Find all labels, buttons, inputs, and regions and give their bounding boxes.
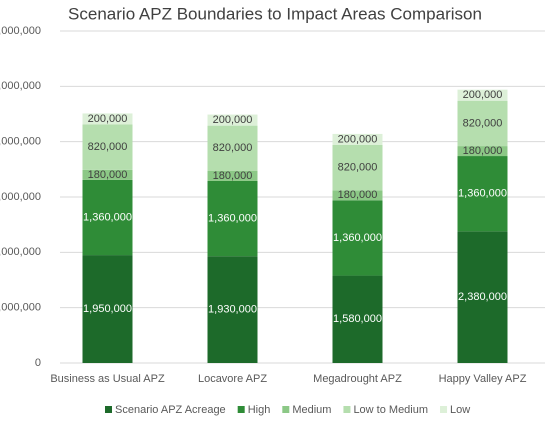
y-tick-label: 3,000,000 [0, 191, 41, 203]
y-tick-label: 2,000,000 [0, 246, 41, 258]
legend-swatch [282, 406, 290, 413]
bar-segment [82, 113, 133, 125]
y-tick-label: 1,000,000 [0, 302, 41, 314]
legend-swatch [105, 406, 112, 413]
bar-segment [457, 146, 508, 157]
x-tick-label: Locavore APZ [198, 373, 267, 385]
y-tick-label: 0 [35, 357, 41, 369]
bar-segment [207, 256, 258, 363]
data-label: 820,000 [463, 117, 503, 129]
bar-segment [82, 255, 133, 363]
data-label: 1,360,000 [83, 211, 132, 223]
bar-segment [457, 89, 508, 101]
data-label: 1,930,000 [208, 304, 257, 316]
bar-segment [332, 200, 383, 276]
y-tick-label: 6,000,000 [0, 25, 41, 37]
bar-segment [457, 100, 508, 147]
x-tick-label: Megadrought APZ [313, 373, 402, 385]
bar-segment [207, 170, 258, 181]
data-label: 1,360,000 [458, 188, 507, 200]
bar-segment [457, 156, 508, 232]
data-label: 820,000 [213, 142, 253, 154]
chart-title: Scenario APZ Boundaries to Impact Areas … [68, 4, 482, 23]
data-label: 2,380,000 [458, 291, 507, 303]
bar-segment [82, 169, 133, 180]
legend-label: Scenario APZ Acreage [115, 404, 226, 416]
bar-segment [332, 190, 383, 201]
data-label: 180,000 [463, 145, 503, 157]
bar-segment [457, 231, 508, 363]
data-label: 180,000 [213, 170, 253, 182]
bar-segment [332, 133, 383, 145]
bar-segment [82, 179, 133, 256]
data-label: 200,000 [213, 114, 253, 126]
data-label: 1,360,000 [208, 212, 257, 224]
legend-swatch [237, 406, 245, 413]
data-label: 1,950,000 [83, 303, 132, 315]
bar-segment [82, 124, 133, 170]
bar-segment [207, 125, 258, 171]
data-label: 820,000 [338, 162, 378, 174]
legend-swatch [343, 406, 351, 413]
data-label: 820,000 [88, 141, 128, 153]
data-label: 180,000 [88, 169, 128, 181]
x-tick-label: Business as Usual APZ [50, 373, 165, 385]
legend-label: Medium [292, 404, 331, 416]
legend-swatch [440, 406, 448, 413]
legend-label: Low [450, 404, 470, 416]
y-tick-label: 5,000,000 [0, 80, 41, 92]
legend-label: Low to Medium [353, 404, 428, 416]
bar-segment [207, 114, 258, 126]
x-tick-label: Happy Valley APZ [439, 373, 527, 385]
y-tick-label: 4,000,000 [0, 136, 41, 148]
legend-label: High [248, 404, 271, 416]
data-label: 200,000 [88, 113, 128, 125]
data-label: 200,000 [338, 133, 378, 145]
bar-segment [332, 144, 383, 191]
bar-segment [207, 180, 258, 257]
bar-segment [332, 275, 383, 363]
data-label: 180,000 [338, 189, 378, 201]
data-label: 1,360,000 [333, 232, 382, 244]
data-label: 200,000 [463, 89, 503, 101]
data-label: 1,580,000 [333, 313, 382, 325]
